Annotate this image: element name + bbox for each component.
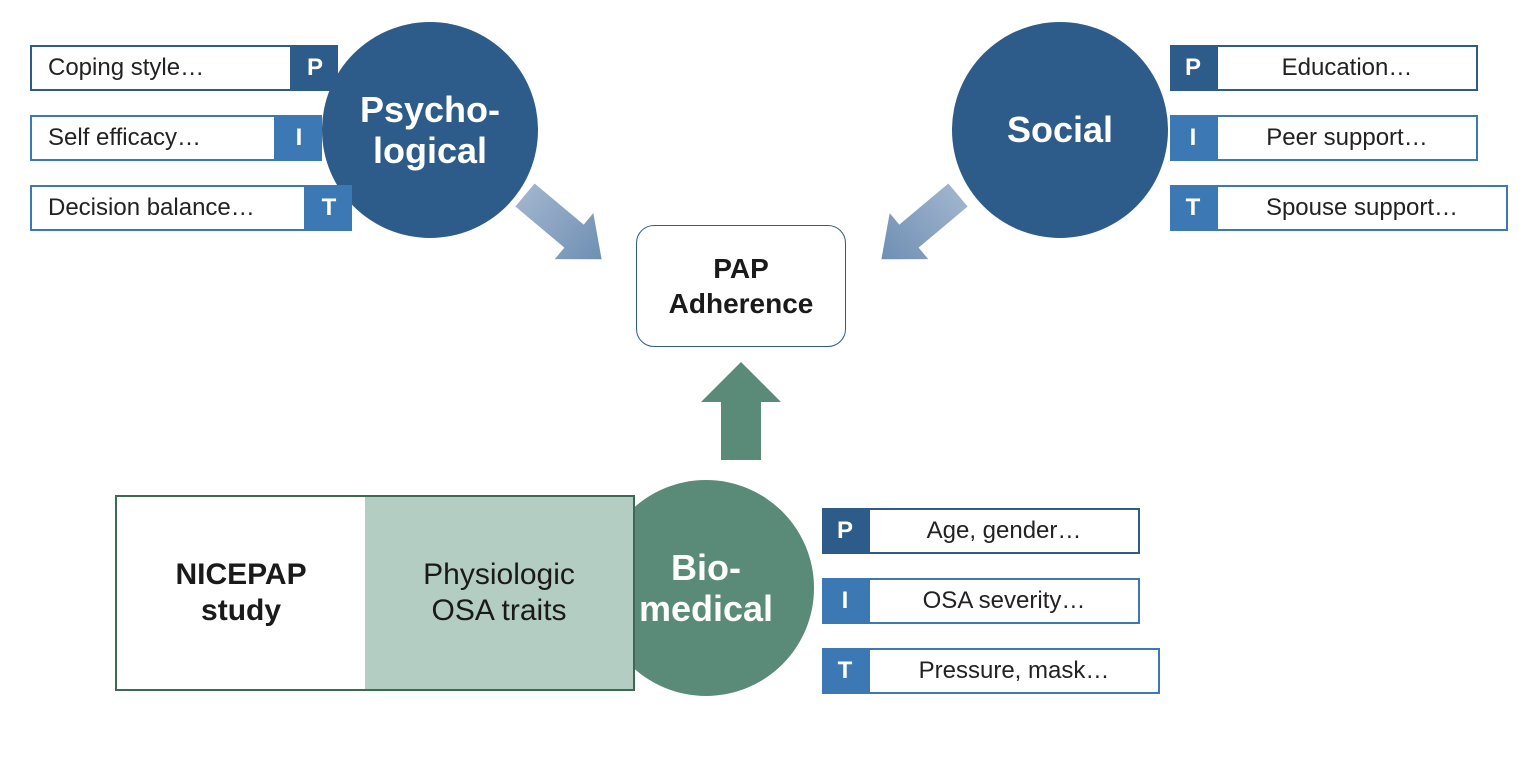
bio-tag-row-t: TPressure, mask… [822, 648, 1160, 694]
psych-tag-row-i: Self efficacy…I [30, 115, 322, 161]
bio-tag-label-t: Pressure, mask… [868, 648, 1160, 694]
psych-tag-label-p: Coping style… [30, 45, 292, 91]
social-tag-badge-p: P [1170, 45, 1216, 91]
arrow-from-social [833, 147, 1005, 307]
bio-tag-row-i: IOSA severity… [822, 578, 1140, 624]
social-tag-row-i: IPeer support… [1170, 115, 1478, 161]
study-right: PhysiologicOSA traits [365, 497, 633, 689]
social-tag-label-i: Peer support… [1216, 115, 1478, 161]
bio-tag-row-p: PAge, gender… [822, 508, 1140, 554]
bio-tag-badge-i: I [822, 578, 868, 624]
psych-tag-row-p: Coping style…P [30, 45, 338, 91]
social-tag-row-p: PEducation… [1170, 45, 1478, 91]
node-psychological-label: Psycho-logical [360, 89, 500, 172]
node-biomedical-label: Bio-medical [639, 547, 773, 630]
psych-tag-label-t: Decision balance… [30, 185, 306, 231]
bio-tag-badge-p: P [822, 508, 868, 554]
node-social-label: Social [1007, 109, 1113, 150]
study-box: NICEPAPstudy PhysiologicOSA traits [115, 495, 635, 691]
bio-tag-label-p: Age, gender… [868, 508, 1140, 554]
study-left-label: NICEPAPstudy [175, 557, 306, 629]
study-right-label: PhysiologicOSA traits [423, 557, 575, 629]
bio-tag-badge-t: T [822, 648, 868, 694]
psych-tag-badge-i: I [276, 115, 322, 161]
study-left: NICEPAPstudy [117, 497, 365, 689]
social-tag-badge-i: I [1170, 115, 1216, 161]
psych-tag-label-i: Self efficacy… [30, 115, 276, 161]
psych-tag-badge-p: P [292, 45, 338, 91]
social-tag-badge-t: T [1170, 185, 1216, 231]
social-tag-label-t: Spouse support… [1216, 185, 1508, 231]
psych-tag-badge-t: T [306, 185, 352, 231]
social-tag-label-p: Education… [1216, 45, 1478, 91]
bio-tag-label-i: OSA severity… [868, 578, 1140, 624]
psych-tag-row-t: Decision balance…T [30, 185, 352, 231]
social-tag-row-t: TSpouse support… [1170, 185, 1508, 231]
center-label: PAPAdherence [669, 251, 814, 321]
arrow-from-biomedical [697, 318, 785, 504]
arrow-from-psychological [477, 147, 649, 307]
